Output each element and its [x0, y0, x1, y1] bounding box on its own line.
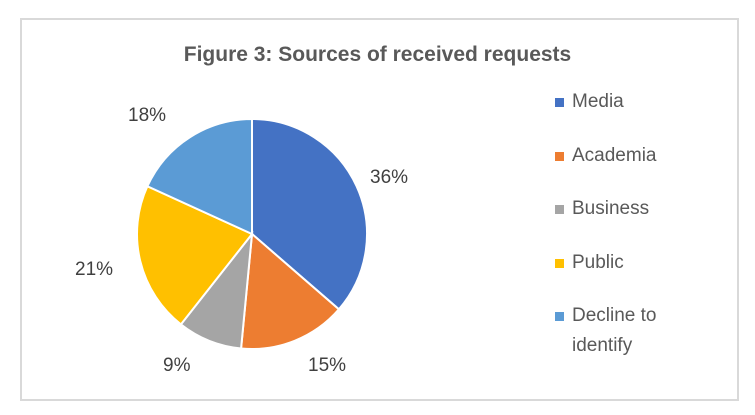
legend-label: Business [572, 198, 650, 219]
legend-item-media: Media [555, 87, 725, 117]
legend-item-business: Business [555, 194, 725, 224]
legend-swatch-icon [555, 259, 564, 268]
legend-label: Academia [572, 145, 657, 166]
pie-slice-decline-to-identify [146, 117, 253, 236]
data-label-media: 36% [370, 167, 409, 188]
legend-swatch-icon [555, 205, 564, 214]
pie-slice-public [136, 184, 254, 326]
legend-item-decline: Decline to identify [555, 301, 685, 361]
legend-swatch-icon [555, 312, 564, 321]
data-label-decline: 18% [128, 105, 167, 126]
data-label-academia: 15% [308, 355, 347, 376]
chart-frame [20, 18, 739, 401]
legend-swatch-icon [555, 98, 564, 107]
legend-label: Media [572, 91, 624, 112]
legend-swatch-icon [555, 152, 564, 161]
data-label-business: 9% [163, 355, 191, 376]
legend-item-public: Public [555, 248, 725, 278]
pie-slice-academia [239, 231, 341, 350]
pie-slice-media [251, 117, 368, 311]
legend-label: Public [572, 252, 624, 273]
legend-item-academia: Academia [555, 141, 725, 171]
legend-label: Decline to identify [572, 305, 657, 356]
chart-title: Figure 3: Sources of received requests [183, 43, 572, 66]
data-label-public: 21% [75, 259, 114, 280]
